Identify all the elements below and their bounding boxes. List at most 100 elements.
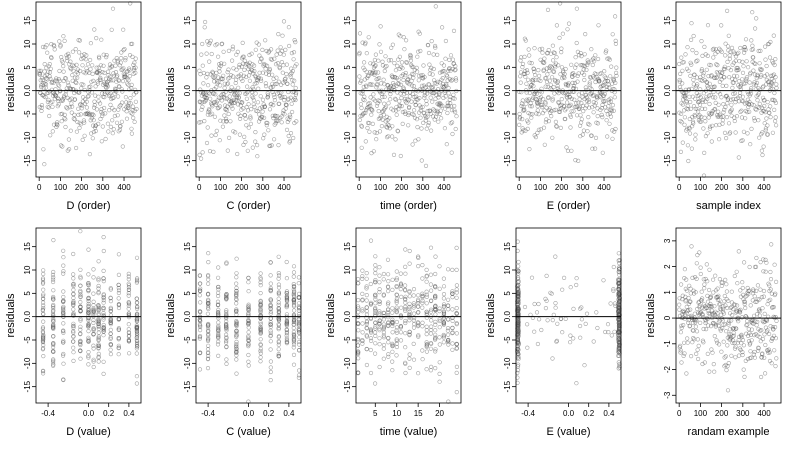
y-tick-label: 10 [663, 39, 672, 48]
data-point [86, 303, 91, 308]
data-point [565, 27, 570, 32]
data-point [757, 101, 762, 106]
data-point [373, 320, 378, 325]
data-point [51, 304, 56, 309]
data-point [530, 79, 535, 84]
data-point [77, 125, 82, 130]
data-point [120, 89, 125, 94]
data-point [363, 110, 368, 115]
data-point [47, 61, 52, 67]
data-point [453, 126, 458, 132]
data-point [271, 92, 276, 97]
data-point [79, 82, 84, 87]
data-point [361, 84, 366, 90]
data-point [689, 62, 694, 67]
data-point [724, 282, 729, 287]
data-point [80, 63, 85, 68]
data-point [258, 275, 263, 280]
data-point [773, 123, 779, 128]
data-point [80, 137, 85, 142]
data-point [86, 272, 91, 277]
data-point [574, 40, 579, 46]
data-point [40, 276, 46, 281]
y-tick-label: 10 [183, 39, 192, 48]
data-point [768, 104, 773, 109]
data-point [274, 118, 280, 123]
data-point [752, 294, 757, 299]
data-point [701, 326, 706, 332]
data-point [90, 136, 95, 141]
data-point [270, 81, 275, 86]
data-point [86, 301, 91, 306]
data-point [263, 81, 268, 86]
data-point [441, 320, 447, 325]
data-point [730, 340, 735, 345]
data-point [720, 306, 726, 311]
data-point [437, 264, 442, 269]
data-point [116, 290, 121, 296]
data-point [438, 103, 443, 108]
data-point [532, 72, 538, 78]
data-point [224, 340, 229, 345]
data-point [59, 111, 65, 116]
data-point [373, 306, 378, 311]
data-point [126, 271, 131, 277]
data-point [773, 291, 778, 296]
data-point [730, 62, 735, 67]
data-point [234, 344, 239, 350]
data-point [291, 264, 297, 269]
data-point [764, 318, 770, 323]
data-point [62, 38, 67, 44]
data-point [546, 47, 551, 53]
data-point [747, 264, 752, 270]
data-point [86, 310, 91, 315]
data-point [767, 55, 773, 60]
data-point [206, 273, 211, 278]
data-point [753, 82, 759, 88]
data-point [441, 310, 447, 315]
data-point [773, 100, 779, 105]
data-point [403, 320, 408, 326]
data-point [403, 70, 408, 76]
data-point [756, 91, 762, 96]
data-point [380, 94, 385, 100]
data-point [46, 64, 51, 69]
data-point [454, 245, 459, 250]
data-point [403, 271, 408, 276]
data-point [583, 31, 588, 37]
data-point [428, 111, 434, 116]
data-point [246, 325, 251, 330]
data-point [390, 310, 395, 315]
data-point [240, 100, 245, 105]
data-point [81, 118, 86, 123]
data-point [66, 147, 72, 152]
data-point [204, 140, 210, 146]
data-point [407, 306, 412, 311]
data-point [131, 115, 136, 120]
data-point [433, 335, 438, 340]
data-point [273, 114, 278, 119]
data-point [69, 104, 75, 109]
data-point [450, 331, 455, 336]
data-point [429, 38, 434, 44]
data-point [61, 63, 66, 69]
data-point [420, 300, 425, 305]
data-point [126, 274, 131, 279]
data-point [134, 106, 139, 112]
data-point [704, 79, 709, 84]
data-point [260, 109, 265, 114]
data-point [224, 357, 229, 362]
data-point [705, 131, 710, 136]
data-point [439, 69, 445, 75]
data-point [98, 116, 103, 122]
y-tick-label: -15 [23, 154, 32, 166]
data-point [698, 119, 704, 124]
data-point [424, 267, 429, 273]
data-point [714, 75, 719, 80]
data-point [535, 104, 540, 109]
data-point [531, 83, 536, 89]
data-point [108, 320, 113, 326]
data-point [754, 323, 759, 328]
data-point [373, 330, 378, 335]
x-tick-label: -0.4 [521, 409, 535, 418]
